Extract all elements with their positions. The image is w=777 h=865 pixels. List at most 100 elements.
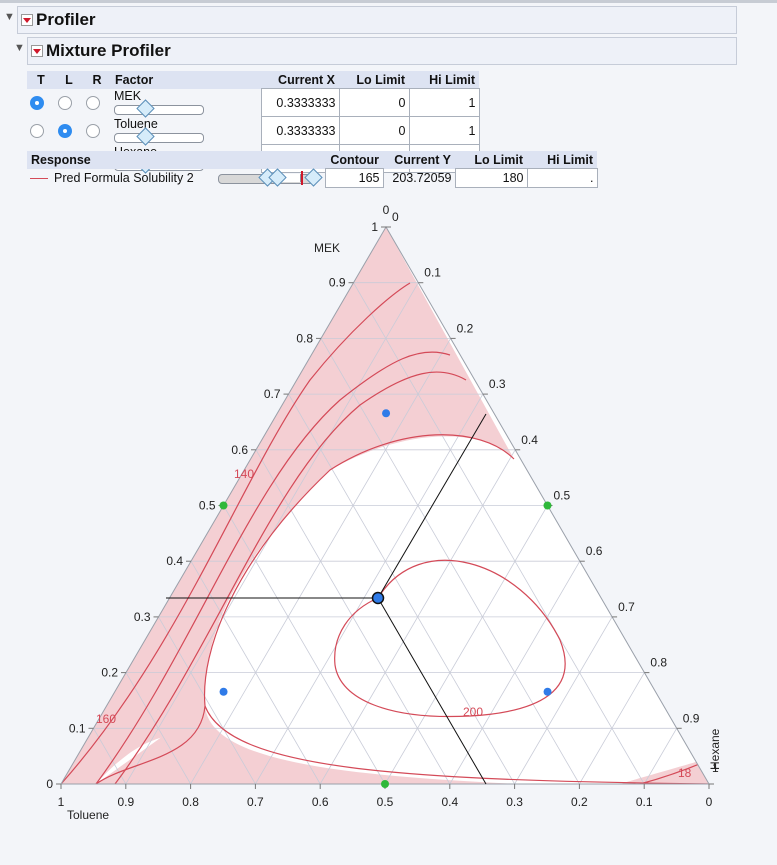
grid-line-toluene [158,616,256,784]
contour-line-200 [334,559,566,718]
tick-label-hexane: 0.8 [650,656,667,670]
shaded-region-upper [61,227,514,784]
col-header-hi-limit: Hi Limit [527,151,597,169]
tick-label-hexane: 0.5 [554,489,571,503]
tick-label-mek: 0.9 [329,276,346,290]
contour-line-lo [95,434,515,784]
axis-label-top: MEK [314,241,340,255]
collapse-triangle-icon[interactable]: ▼ [14,42,25,54]
response-name: Pred Formula Solubility 2 [54,171,194,185]
profiler-title: Profiler [36,10,96,29]
contour-marker [301,170,303,185]
tick-label-mek: 0.4 [166,554,183,568]
red-triangle-menu-icon[interactable] [21,14,33,26]
factor-slider-mek[interactable] [114,99,204,118]
tick-label-toluene: 0.9 [117,795,134,809]
hi-limit-field[interactable]: 1 [408,116,480,145]
factor-slider-toluene[interactable] [114,127,204,146]
tick-label-toluene: 1 [58,795,65,809]
top-border [0,0,777,3]
contour-slider[interactable] [218,168,323,187]
response-table: Response Contour Current Y Lo Limit Hi L… [27,151,598,188]
contour-field[interactable]: 165 [324,168,384,188]
tick-label-hexane: 0.7 [618,600,635,614]
hi-limit-field[interactable]: 1 [408,88,480,117]
tick-label-toluene: 0.4 [441,795,458,809]
contour-label-200: 200 [463,705,483,719]
shaded-region-upper-2 [96,470,330,784]
tick-label-toluene: 0.7 [247,795,264,809]
shaded-region-right [620,758,709,784]
tick-label-mek: 0.1 [69,721,86,735]
factor-name: Toluene [114,116,158,131]
tick-label-toluene: 0.6 [312,795,329,809]
current-point-marker[interactable] [371,591,385,605]
tick-label-hexane: 0.1 [424,266,441,280]
tick-label-mek: 0.2 [101,666,118,680]
radio-l-toluene[interactable] [58,123,72,138]
tick-label-mek: 0 [46,777,53,791]
crosshair-toluene [377,413,487,599]
tick-label-mek: 0.7 [264,387,281,401]
lo-limit-field[interactable]: 0 [338,116,410,145]
grid-line-toluene [125,672,191,784]
tick-label-toluene: 0.5 [377,795,394,809]
contour-label-140: 140 [234,467,254,481]
tick-label-mek: 0.6 [231,443,248,457]
design-point [382,409,391,418]
factor-row-mek: MEK 0.3333333 0 1 [27,88,480,118]
col-header-current-x: Current X [261,71,339,89]
tick-label-toluene: 0.8 [182,795,199,809]
contour-line-bottom [204,705,709,784]
grid-line-hexane [449,560,581,784]
collapse-triangle-icon[interactable]: ▼ [4,11,15,23]
radio-l-mek[interactable] [58,95,72,110]
col-header-lo-limit: Lo Limit [455,151,527,169]
tick-label-mek: 0.3 [134,610,151,624]
red-triangle-menu-icon[interactable] [31,45,43,57]
tick-label-hexane: 0.6 [586,544,603,558]
tick-label-hexane: 0.9 [683,711,700,725]
col-header-response: Response [27,151,325,169]
contour-line-160b [114,371,467,784]
axis-ticks: 00.10.20.30.40.50.60.70.80.9100.10.20.30… [46,203,719,809]
radio-r-toluene[interactable] [86,123,100,138]
col-header-factor: Factor [111,71,261,89]
radio-t-toluene[interactable] [30,123,44,138]
ternary-grid [93,282,678,784]
legend-line [30,178,48,180]
tick-label-mek: 0.5 [199,499,216,513]
contour-label-160: 160 [96,712,116,726]
grid-line-toluene [223,505,386,784]
radio-r-mek[interactable] [86,95,100,110]
tick-label-hexane: 1 [712,761,719,775]
radio-t-mek[interactable] [30,95,44,110]
tick-label-hexane: 0.4 [521,433,538,447]
col-header-t: T [27,71,55,89]
grid-line-toluene [353,282,645,784]
design-point [543,687,552,696]
design-point [381,780,389,788]
hi-limit-field[interactable]: . [526,168,598,188]
col-header-current-y: Current Y [383,151,455,169]
contour-line-160 [95,351,451,784]
design-point [219,687,228,696]
lo-limit-field[interactable]: 0 [338,88,410,117]
tick-label-toluene: 0.1 [636,795,653,809]
profiler-header[interactable]: Profiler [17,6,737,34]
tick-label-toluene: 0.2 [571,795,588,809]
col-header-contour: Contour [325,151,383,169]
tick-label-toluene: 0 [706,795,713,809]
current-y-value: 203.72059 [392,171,452,185]
current-x-field[interactable]: 0.3333333 [260,116,340,145]
lo-limit-field[interactable]: 180 [454,168,528,188]
grid-line-hexane [579,672,645,784]
tick-label-mek: 1 [371,220,378,234]
mixture-profiler-header[interactable]: Mixture Profiler [27,37,737,65]
grid-line-toluene [288,393,515,784]
col-header-r: R [83,71,111,89]
current-x-field[interactable]: 0.3333333 [260,88,340,117]
grid-line-hexane [643,728,678,784]
crosshair-hexane [377,597,487,785]
